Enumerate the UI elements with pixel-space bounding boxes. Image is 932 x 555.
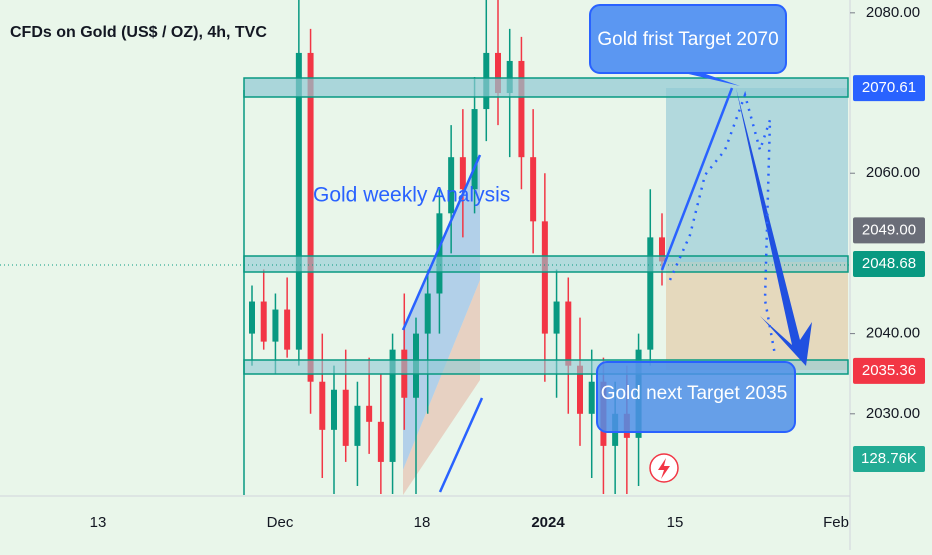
candle-body xyxy=(319,381,326,430)
zone xyxy=(243,77,849,98)
candle-body xyxy=(307,52,314,382)
candle-body xyxy=(331,389,337,430)
callout-tail xyxy=(680,72,740,86)
zone xyxy=(243,255,849,273)
candle-body xyxy=(424,293,431,334)
candle-body xyxy=(389,349,396,462)
candle-body xyxy=(565,301,572,366)
x-tick-label: 18 xyxy=(414,514,431,531)
candle-body xyxy=(647,237,654,350)
candle-body xyxy=(495,52,501,94)
candle-body xyxy=(553,301,560,334)
price-label: 2035.36 xyxy=(862,362,916,379)
candle-body xyxy=(459,157,466,190)
candle-body xyxy=(272,309,279,342)
candle-body xyxy=(284,309,291,350)
price-label: 2049.00 xyxy=(862,221,916,238)
y-tick-label: 2030.00 xyxy=(866,405,920,422)
candle-body xyxy=(377,421,384,462)
candle-body xyxy=(577,365,583,414)
price-label-bg xyxy=(853,250,925,277)
candle-body xyxy=(249,301,255,334)
volume-label: 128.76K xyxy=(861,450,917,467)
candle-body xyxy=(342,389,349,446)
candle-body xyxy=(436,213,443,294)
price-label-bg xyxy=(853,217,925,244)
channel-shade xyxy=(403,280,480,495)
callout xyxy=(596,361,796,433)
y-tick-label: 2040.00 xyxy=(866,325,920,342)
candle-body xyxy=(295,52,302,350)
x-tick-label: 2024 xyxy=(531,514,565,531)
candle-body xyxy=(366,405,373,422)
candle-body xyxy=(541,221,548,334)
arrow xyxy=(736,88,812,366)
annotation: Gold next Target 2035 xyxy=(601,383,788,404)
price-label-bg xyxy=(853,75,925,102)
price-label: 2070.61 xyxy=(862,79,916,96)
chart-title: CFDs on Gold (US$ / OZ), 4h, TVC xyxy=(10,24,267,41)
y-tick-label: 2060.00 xyxy=(866,164,920,181)
candle-body xyxy=(448,157,455,214)
x-tick-label: 15 xyxy=(667,514,684,531)
annotation: Gold weekly Analysis xyxy=(313,184,510,207)
projection xyxy=(668,90,777,356)
trend-line xyxy=(438,397,484,493)
candle-body xyxy=(588,381,595,414)
candle-body xyxy=(354,405,361,446)
trend-line xyxy=(401,154,482,331)
arrow-line xyxy=(660,87,734,271)
volume-label-bg xyxy=(853,446,925,472)
candle-body xyxy=(471,109,478,190)
candle-body xyxy=(260,301,267,342)
x-tick-label: 13 xyxy=(90,514,107,531)
channel-shade xyxy=(403,155,480,470)
stop-zone xyxy=(666,262,848,370)
x-tick-label: Feb xyxy=(823,514,849,531)
price-label-bg xyxy=(853,357,925,384)
candle-body xyxy=(518,60,525,158)
annotation: Gold frist Target 2070 xyxy=(597,29,778,50)
x-tick-label: Dec xyxy=(267,514,294,531)
candle-body xyxy=(530,157,537,222)
y-tick-label: 2080.00 xyxy=(866,4,920,21)
candle-body xyxy=(506,60,513,94)
event-icon-bolt xyxy=(658,458,670,479)
candle-body xyxy=(659,237,665,262)
price-label: 2048.68 xyxy=(862,255,916,272)
